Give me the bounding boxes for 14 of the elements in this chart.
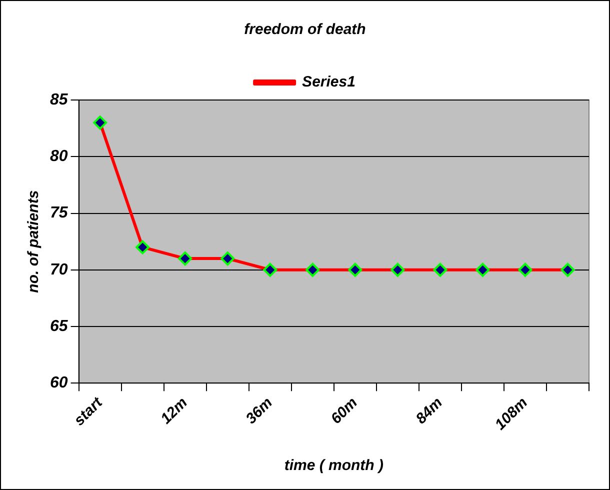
- x-tick-label: 36m: [242, 394, 276, 428]
- x-tick-label: 84m: [412, 394, 446, 428]
- x-axis-title: time ( month ): [284, 457, 384, 474]
- y-tick-label: 60: [50, 374, 68, 392]
- y-tick-label: 65: [50, 318, 69, 335]
- y-tick-label: 75: [50, 204, 69, 222]
- y-tick-label: 80: [50, 148, 68, 166]
- chart-title: freedom of death: [244, 21, 366, 38]
- x-tick-label: 12m: [158, 394, 191, 428]
- y-tick-label: 70: [50, 261, 68, 278]
- y-axis-title: no. of patients: [25, 190, 42, 293]
- legend-label: Series1: [302, 74, 356, 91]
- x-tick-label: 60m: [328, 394, 361, 428]
- y-tick-label: 85: [50, 91, 69, 108]
